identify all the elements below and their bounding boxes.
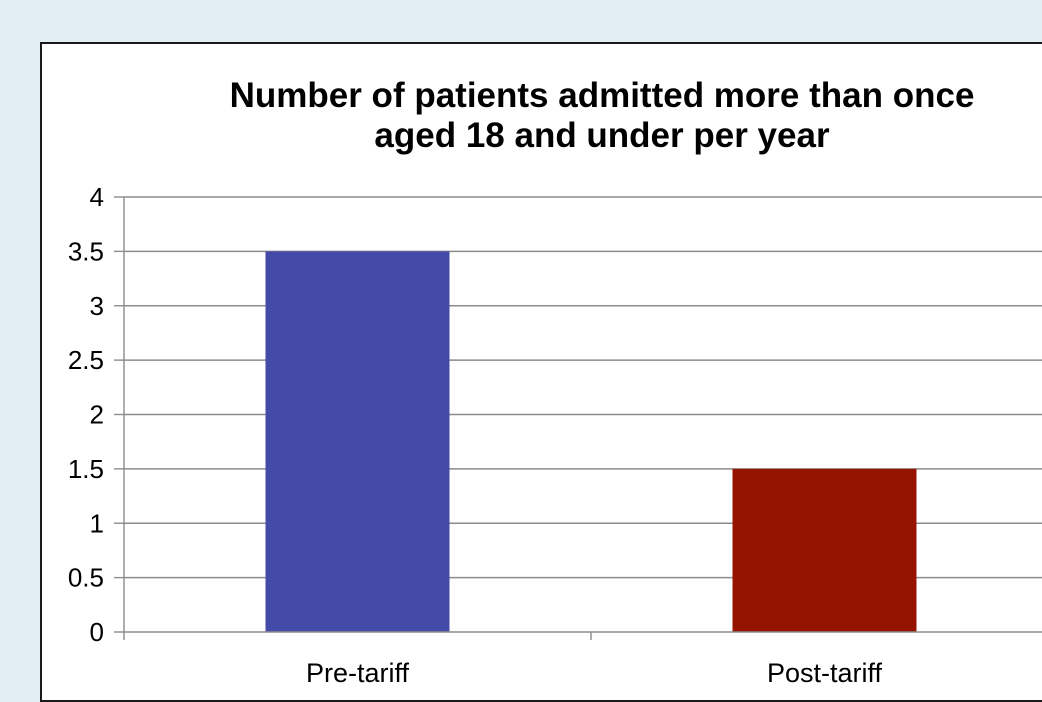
y-tick-label: 0 — [90, 617, 104, 647]
chart-title-line-2: aged 18 and under per year — [374, 116, 830, 155]
y-tick-label: 1.5 — [68, 454, 104, 484]
y-tick-label: 0.5 — [68, 563, 104, 593]
y-tick-label: 1 — [90, 508, 104, 538]
y-tick-label: 2 — [90, 400, 104, 430]
axes — [114, 196, 1042, 640]
y-tick-label: 2.5 — [68, 345, 104, 375]
y-tick-label: 3.5 — [68, 236, 104, 266]
chart-title: Number of patients admitted more than on… — [0, 76, 1042, 156]
chart-title-line-1: Number of patients admitted more than on… — [229, 76, 975, 115]
y-tick-label: 4 — [90, 182, 104, 212]
bar-post-tariff — [732, 468, 917, 632]
x-tick-label: Pre-tariff — [306, 658, 410, 686]
bar-chart: 0 0.5 1 1.5 2 2.5 3 3.5 4 Pre-tariff Post-tariff — [68, 182, 1042, 686]
y-tick-label: 3 — [90, 291, 104, 321]
y-tick-labels: 0 0.5 1 1.5 2 2.5 3 3.5 4 — [68, 182, 104, 647]
bar-pre-tariff — [265, 251, 450, 632]
x-tick-labels: Pre-tariff Post-tariff — [306, 658, 883, 686]
x-tick-label: Post-tariff — [767, 658, 883, 686]
bars — [265, 251, 917, 632]
